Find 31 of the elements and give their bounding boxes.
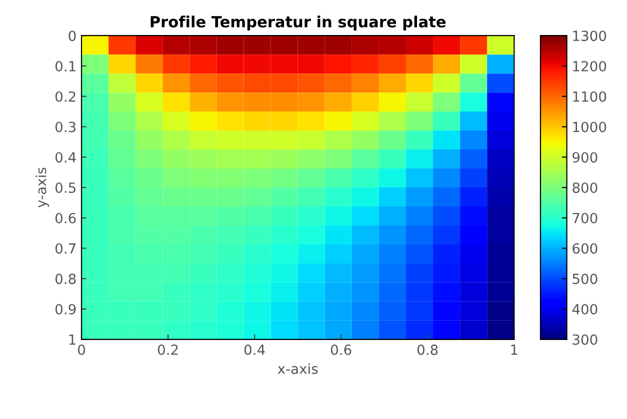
color-bar-label: 1000	[573, 122, 606, 132]
y-tick-label: 0.2	[55, 91, 76, 102]
y-tick-label: 0.5	[55, 182, 76, 193]
color-bar-label: 500	[572, 274, 598, 284]
color-bar-label: 1100	[573, 91, 606, 102]
y-tick-label: 0.1	[55, 60, 76, 72]
color-bar-label: 1200	[573, 60, 606, 72]
y-tick-label: 0.9	[55, 304, 76, 314]
color-bar-label: 400	[572, 304, 598, 314]
color-bar-label: 700	[572, 212, 598, 224]
y-tick-label: 0.8	[55, 274, 76, 284]
color-bar-label: 800	[572, 182, 598, 193]
x-tick-label: 0.6	[330, 344, 352, 355]
y-axis-title: y-axis	[36, 168, 50, 208]
x-axis-title: x-axis	[278, 363, 318, 374]
y-tick-label: 1	[69, 334, 76, 345]
x-tick-label: 0.8	[417, 344, 438, 355]
y-tick-label: 0.6	[55, 212, 76, 224]
x-tick-label: 0.4	[244, 344, 265, 355]
color-bar-label: 900	[572, 152, 598, 163]
color-bar-label: 600	[572, 243, 598, 254]
y-tick-label: 0.4	[55, 152, 76, 163]
y-tick-label: 0.3	[55, 122, 76, 132]
x-tick-label: 0.2	[158, 344, 178, 355]
y-tick-label: 0	[68, 30, 76, 42]
x-tick-label: 1	[511, 344, 518, 355]
y-tick-label: 0.7	[55, 243, 76, 254]
color-bar-label: 300	[572, 334, 598, 345]
color-bar-label: 1300	[573, 30, 606, 42]
x-tick-label: 0	[78, 344, 86, 355]
chart-title: Profile Temperatur in square plate	[150, 16, 446, 30]
